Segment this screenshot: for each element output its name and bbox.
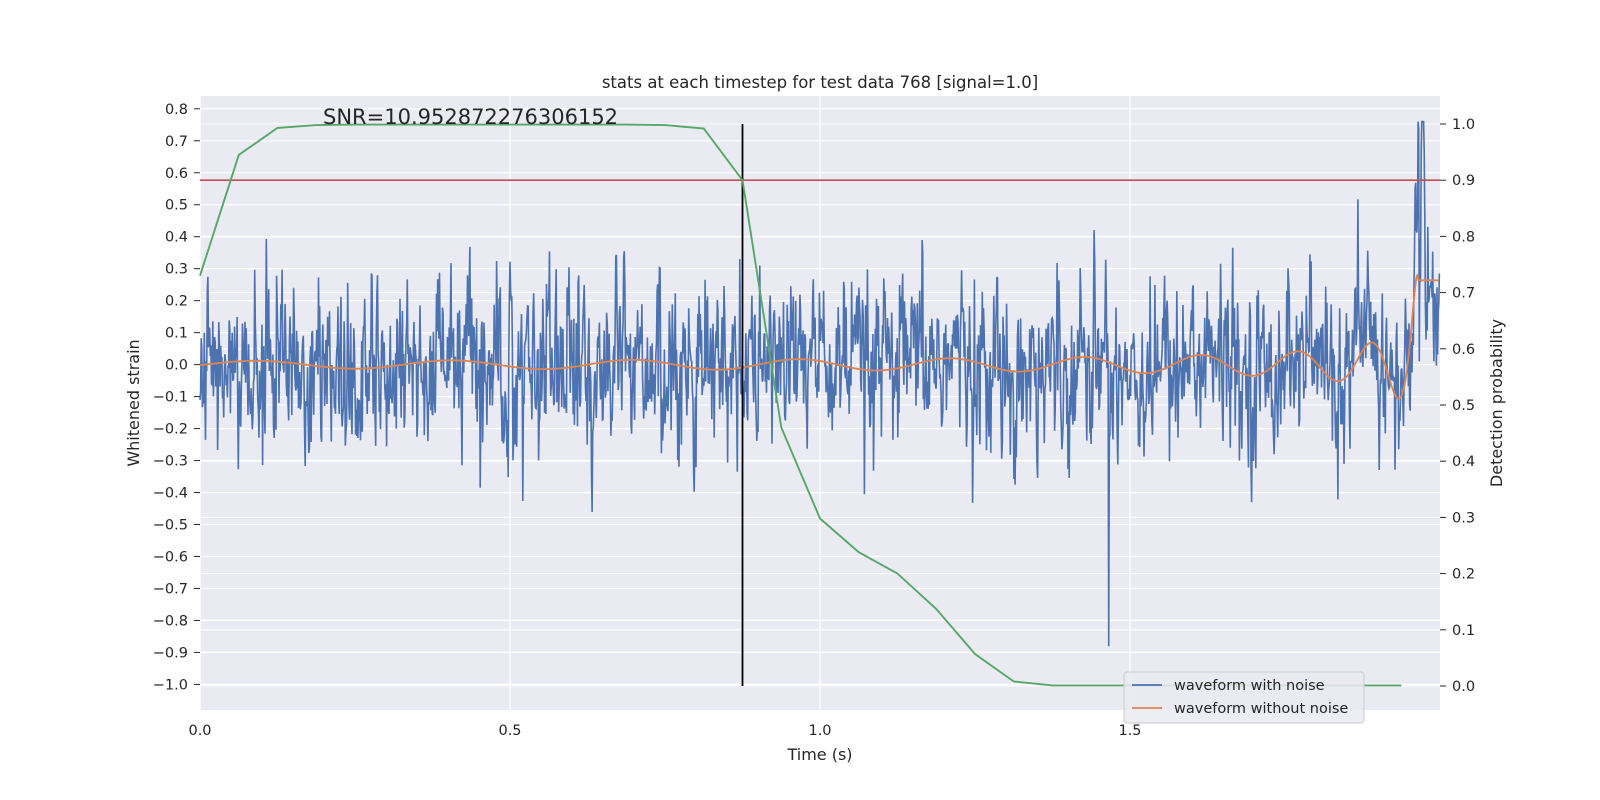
y-axis-ticks: 0.8 0.7 0.6 0.5 0.4 0.3 0.2 0.1 0.0 −0.1 −0.2 −0.3 −… — [153, 102, 200, 693]
waveform-with-noise-series — [199, 120, 1441, 647]
y2-axis-ticks: 1.0 0.9 0.8 0.7 0.6 0.5 0.4 0.3 0.2 0.1 0.0 — [1440, 117, 1475, 695]
legend: waveform with noise waveform without noi… — [1123, 671, 1365, 724]
x-tick-label: 1.0 — [808, 723, 831, 739]
x-tick-label: 0.5 — [498, 723, 521, 739]
x-axis-ticks: 0.0 0.5 1.0 1.5 — [188, 723, 1141, 739]
legend-label-noisy: waveform with noise — [1174, 678, 1325, 694]
y-tick-label: −0.9 — [153, 645, 188, 661]
y2-tick-label: 0.9 — [1452, 173, 1475, 189]
x-axis-label: Time (s) — [786, 745, 852, 764]
y-tick-label: 0.2 — [165, 294, 188, 310]
y-tick-label: −0.4 — [153, 486, 188, 502]
y2-axis-label: Detection probability — [1487, 319, 1506, 487]
y2-tick-label: 0.8 — [1452, 229, 1475, 245]
y-tick-label: −0.6 — [153, 550, 188, 566]
x-tick-label: 0.0 — [188, 723, 211, 739]
chart-title: stats at each timestep for test data 768… — [602, 73, 1038, 92]
y2-tick-label: 0.5 — [1452, 398, 1475, 414]
y-tick-label: −1.0 — [153, 677, 188, 693]
y2-tick-label: 0.3 — [1452, 510, 1475, 526]
y-tick-label: 0.1 — [165, 326, 188, 342]
y-tick-label: −0.3 — [153, 454, 188, 470]
y-tick-label: −0.5 — [153, 518, 188, 534]
y-tick-label: 0.8 — [165, 102, 188, 118]
waveform-without-noise-series — [199, 273, 1439, 400]
waveform-with-noise-line — [199, 120, 1441, 647]
y-axis-label: Whitened strain — [124, 339, 143, 466]
y2-tick-label: 0.6 — [1452, 342, 1475, 358]
y-tick-label: −0.7 — [153, 581, 188, 597]
y2-tick-label: 0.1 — [1452, 623, 1475, 639]
legend-label-clean: waveform without noise — [1174, 701, 1348, 717]
y2-tick-label: 0.7 — [1452, 286, 1475, 302]
y-tick-label: 0.4 — [165, 230, 188, 246]
snr-annotation: SNR=10.952872276306152 — [323, 105, 618, 129]
legend-box — [1123, 671, 1365, 724]
y-tick-label: −0.2 — [153, 422, 188, 438]
y-tick-label: 0.3 — [165, 262, 188, 278]
waveform-without-noise-line — [199, 273, 1439, 400]
y-tick-label: 0.0 — [165, 358, 188, 374]
y-tick-label: −0.8 — [153, 613, 188, 629]
y-tick-label: −0.1 — [153, 390, 188, 406]
y-tick-label: 0.5 — [165, 198, 188, 214]
y-tick-label: 0.7 — [165, 134, 188, 150]
x-tick-label: 1.5 — [1118, 723, 1141, 739]
y2-tick-label: 0.0 — [1452, 679, 1475, 695]
y2-tick-label: 1.0 — [1452, 117, 1475, 133]
y2-tick-label: 0.2 — [1452, 567, 1475, 583]
y2-tick-label: 0.4 — [1452, 454, 1475, 470]
y-tick-label: 0.6 — [165, 166, 188, 182]
